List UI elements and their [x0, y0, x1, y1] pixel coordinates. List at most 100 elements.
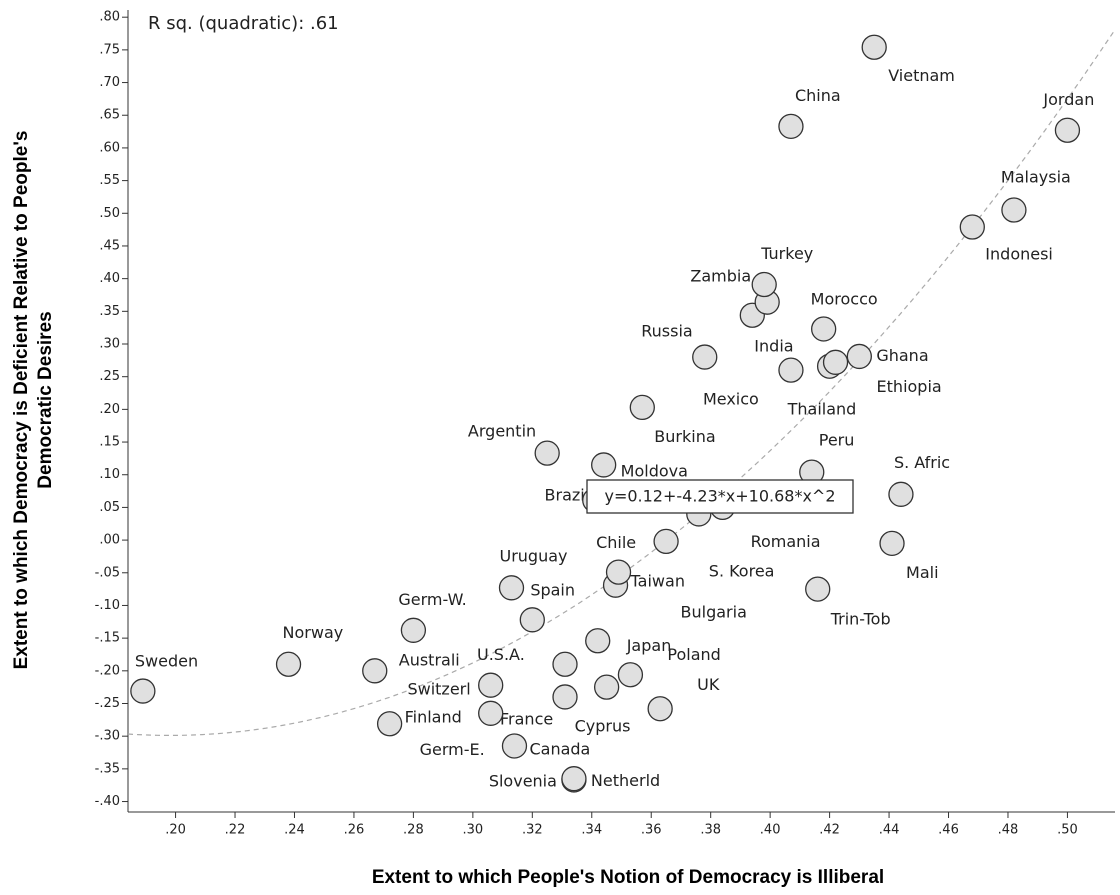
point — [519, 607, 545, 633]
y-tick-label: .15 — [99, 435, 120, 450]
y-tick-label: .55 — [99, 173, 120, 188]
point-label: France — [500, 709, 553, 728]
y-tick-label: .80 — [99, 10, 120, 25]
point — [593, 674, 620, 700]
point — [778, 113, 804, 139]
point — [501, 733, 528, 759]
y-tick-label: -.05 — [95, 565, 120, 580]
point — [534, 440, 560, 466]
y-tick-label: .60 — [99, 140, 120, 155]
point — [647, 696, 673, 722]
y-tick-label: -.40 — [95, 794, 120, 809]
x-tick-label: .26 — [344, 823, 365, 838]
y-tick-label: .05 — [99, 500, 120, 515]
point-label: Brazi — [545, 486, 585, 505]
point-label: S. Afric — [894, 453, 950, 472]
annotation: R sq. (quadratic): .61 — [148, 13, 339, 34]
point-label: Finland — [405, 707, 462, 726]
point — [1054, 117, 1081, 143]
point — [552, 651, 578, 677]
point-label: Bulgaria — [681, 603, 747, 622]
y-tick-label: -.15 — [95, 631, 120, 646]
x-tick-label: .38 — [700, 823, 721, 838]
point-label: Morocco — [811, 289, 878, 308]
x-tick-label: .42 — [819, 823, 840, 838]
point-label: Trin-Tob — [830, 610, 891, 629]
point — [605, 559, 632, 585]
y-tick-label: .70 — [99, 75, 120, 90]
y-tick-label: .20 — [99, 402, 120, 417]
x-tick-label: .22 — [225, 823, 246, 838]
point — [400, 617, 427, 643]
point — [846, 343, 872, 370]
point — [362, 658, 388, 684]
point — [585, 628, 611, 654]
x-tick-label: .48 — [998, 823, 1019, 838]
point-label: Thailand — [787, 400, 857, 419]
point — [498, 575, 525, 601]
x-tick-label: .46 — [938, 823, 959, 838]
point-label: Uruguay — [500, 546, 568, 565]
point-label: Japan — [626, 636, 672, 655]
point — [629, 394, 655, 421]
point-label: Norway — [283, 623, 344, 642]
point — [591, 452, 617, 478]
point — [275, 651, 302, 677]
y-tick-label: .35 — [99, 304, 120, 319]
point-label: India — [754, 337, 793, 356]
point — [478, 672, 504, 698]
point — [811, 316, 837, 342]
point-label: Slovenia — [489, 771, 557, 790]
y-tick-label: .25 — [99, 369, 120, 384]
x-tick-label: .24 — [284, 823, 305, 838]
point-label: U.S.A. — [477, 645, 525, 664]
point-label: Chile — [596, 533, 636, 552]
point-label: Burkina — [654, 427, 715, 446]
point-label: Germ-E. — [420, 740, 485, 759]
point-label: Australi — [399, 650, 460, 669]
point-label: Mexico — [703, 390, 759, 409]
point — [861, 34, 887, 60]
point-label: Romania — [751, 532, 821, 551]
x-tick-label: .50 — [1057, 823, 1078, 838]
point-label: China — [795, 86, 841, 105]
y-axis-title: Democratic Desires — [35, 311, 56, 488]
y-tick-label: .30 — [99, 337, 120, 352]
point-label: Ghana — [876, 346, 928, 365]
point-label: Taiwan — [630, 572, 685, 591]
x-axis-title: Extent to which People's Notion of Democ… — [372, 867, 884, 888]
y-tick-label: .65 — [99, 108, 120, 123]
y-tick-label: .50 — [99, 206, 120, 221]
point — [1001, 197, 1027, 223]
y-axis-title: Extent to which Democracy is Deficient R… — [11, 131, 32, 670]
point-label: Cyprus — [575, 717, 631, 736]
y-tick-label: .75 — [99, 42, 120, 57]
fit-line — [127, 29, 1116, 736]
point-label: Russia — [641, 322, 692, 341]
y-tick-label: -.20 — [95, 663, 120, 678]
point — [478, 700, 504, 726]
point-label: Peru — [819, 431, 855, 450]
point — [888, 481, 914, 507]
point — [552, 684, 578, 710]
point-label: Netherld — [591, 771, 660, 790]
point — [692, 344, 718, 370]
point — [879, 530, 905, 557]
y-tick-label: .45 — [99, 238, 120, 253]
x-tick-label: .40 — [760, 823, 781, 838]
point-label: Sweden — [135, 652, 198, 671]
point — [376, 711, 403, 737]
point — [130, 678, 156, 704]
x-tick-label: .28 — [403, 823, 424, 838]
point-label: Argentin — [468, 422, 536, 441]
point — [778, 357, 804, 383]
point-label: Canada — [529, 739, 590, 758]
point-label: S. Korea — [709, 561, 775, 580]
point-label: Spain — [530, 580, 575, 599]
point-label: Mali — [906, 563, 939, 582]
point — [561, 766, 587, 792]
fit-label-box — [586, 479, 854, 514]
y-tick-label: -.10 — [95, 598, 120, 613]
fit-label: y=0.12+-4.23*x+10.68*x^2 — [604, 487, 835, 506]
